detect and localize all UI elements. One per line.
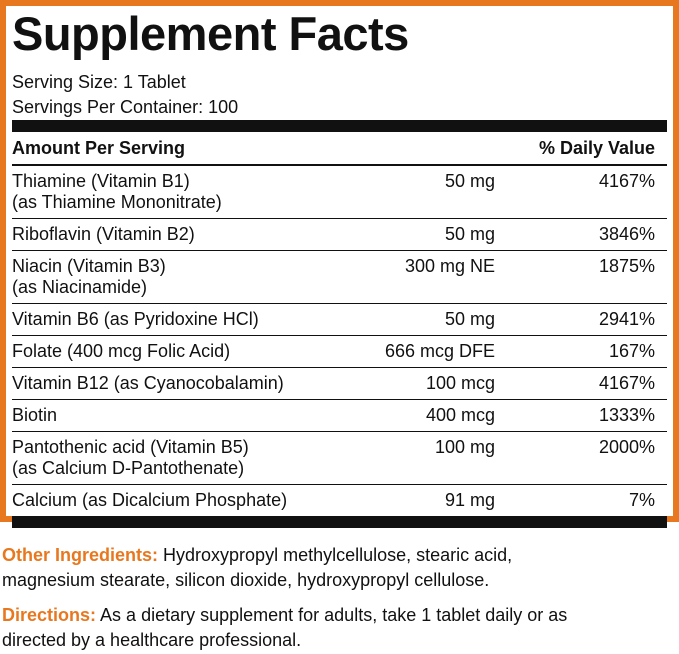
thick-rule <box>12 516 667 528</box>
note-text: directed by a healthcare professional. <box>2 630 302 650</box>
nutrient-name: Vitamin B12 (as Cyanocobalamin) <box>12 373 357 394</box>
table-row: Biotin 400 mcg 1333% <box>12 400 667 432</box>
note-text: As a dietary supplement for adults, take… <box>100 605 568 625</box>
daily-value: 1875% <box>598 256 655 276</box>
amount: 100 mcg <box>425 373 495 393</box>
table-row: Calcium (as Dicalcium Phosphate) 91 mg 7% <box>12 485 667 516</box>
name-line: Calcium (as Dicalcium Phosphate) <box>12 490 288 510</box>
column-header: Amount Per Serving <box>12 138 186 158</box>
note-line: magnesium stearate, silicon dioxide, hyd… <box>2 568 672 593</box>
note-text: magnesium stearate, silicon dioxide, hyd… <box>2 570 490 590</box>
amount: 50 mg <box>444 224 495 244</box>
nutrient-name: Folate (400 mcg Folic Acid) <box>12 341 357 362</box>
column-header: % Daily Value <box>538 138 655 158</box>
note-label: Directions: <box>2 605 97 625</box>
amount: 400 mcg <box>425 405 495 425</box>
daily-value: 1333% <box>598 405 655 425</box>
name-line: (as Niacinamide) <box>12 277 148 297</box>
nutrient-name: Pantothenic acid (Vitamin B5) (as Calcium… <box>12 437 357 479</box>
serving-size: Serving Size: 1 Tablet <box>12 72 186 92</box>
amount: 91 mg <box>444 490 495 510</box>
table-row: Riboflavin (Vitamin B2) 50 mg 3846% <box>12 219 667 251</box>
table-row: Niacin (Vitamin B3) (as Niacinamide) 300 m… <box>12 251 667 304</box>
nutrient-name: Thiamine (Vitamin B1) (as Thiamine Mononi… <box>12 171 357 213</box>
amount: 100 mg <box>434 437 495 457</box>
amount: 50 mg <box>444 171 495 191</box>
title: Supplement Facts <box>12 7 409 60</box>
name-line: Vitamin B12 (as Cyanocobalamin) <box>12 373 284 393</box>
amount: 50 mg <box>444 309 495 329</box>
note-label: Other Ingredients: <box>2 545 159 565</box>
daily-value: 7% <box>628 490 655 510</box>
note: Directions: As a dietary supplement for … <box>2 603 672 653</box>
nutrient-name: Calcium (as Dicalcium Phosphate) <box>12 490 357 511</box>
name-line: Folate (400 mcg Folic Acid) <box>12 341 231 361</box>
table-row: Vitamin B6 (as Pyridoxine HCl) 50 mg 2941% <box>12 304 667 336</box>
table-header: Amount Per Serving % Daily Value <box>12 132 667 166</box>
note: Other Ingredients: Hydroxypropyl methylc… <box>2 543 672 593</box>
table-body: Thiamine (Vitamin B1) (as Thiamine Mononi… <box>12 166 667 516</box>
nutrient-name: Biotin <box>12 405 357 426</box>
name-line: Riboflavin (Vitamin B2) <box>12 224 195 244</box>
name-line: Thiamine (Vitamin B1) <box>12 171 190 191</box>
nutrient-name: Riboflavin (Vitamin B2) <box>12 224 357 245</box>
daily-value: 4167% <box>598 171 655 191</box>
daily-value: 2941% <box>598 309 655 329</box>
facts-panel: Supplement Facts Serving Size: 1 Tablet … <box>0 0 679 528</box>
name-line: Vitamin B6 (as Pyridoxine HCl) <box>12 309 259 329</box>
table-row: Thiamine (Vitamin B1) (as Thiamine Mononi… <box>12 166 667 219</box>
daily-value: 2000% <box>598 437 655 457</box>
table-row: Pantothenic acid (Vitamin B5) (as Calcium… <box>12 432 667 485</box>
servings-per-container: Servings Per Container: 100 <box>12 97 239 117</box>
name-line: (as Calcium D-Pantothenate) <box>12 458 245 478</box>
daily-value: 3846% <box>598 224 655 244</box>
note-line: Directions: As a dietary supplement for … <box>2 603 672 628</box>
amount: 300 mg NE <box>404 256 495 276</box>
name-line: Niacin (Vitamin B3) <box>12 256 166 276</box>
note-line: directed by a healthcare professional. <box>2 628 672 653</box>
name-line: Biotin <box>12 405 58 425</box>
amount: 666 mcg DFE <box>384 341 495 361</box>
thick-rule <box>12 120 667 132</box>
name-line: (as Thiamine Mononitrate) <box>12 192 222 212</box>
note-text: Hydroxypropyl methylcellulose, stearic a… <box>163 545 513 565</box>
name-line: Pantothenic acid (Vitamin B5) <box>12 437 249 457</box>
table-row: Vitamin B12 (as Cyanocobalamin) 100 mcg 41… <box>12 368 667 400</box>
nutrient-name: Niacin (Vitamin B3) (as Niacinamide) <box>12 256 357 298</box>
note-line: Other Ingredients: Hydroxypropyl methylc… <box>2 543 672 568</box>
nutrient-name: Vitamin B6 (as Pyridoxine HCl) <box>12 309 357 330</box>
daily-value: 4167% <box>598 373 655 393</box>
daily-value: 167% <box>608 341 655 361</box>
table-row: Folate (400 mcg Folic Acid) 666 mcg DFE 16… <box>12 336 667 368</box>
